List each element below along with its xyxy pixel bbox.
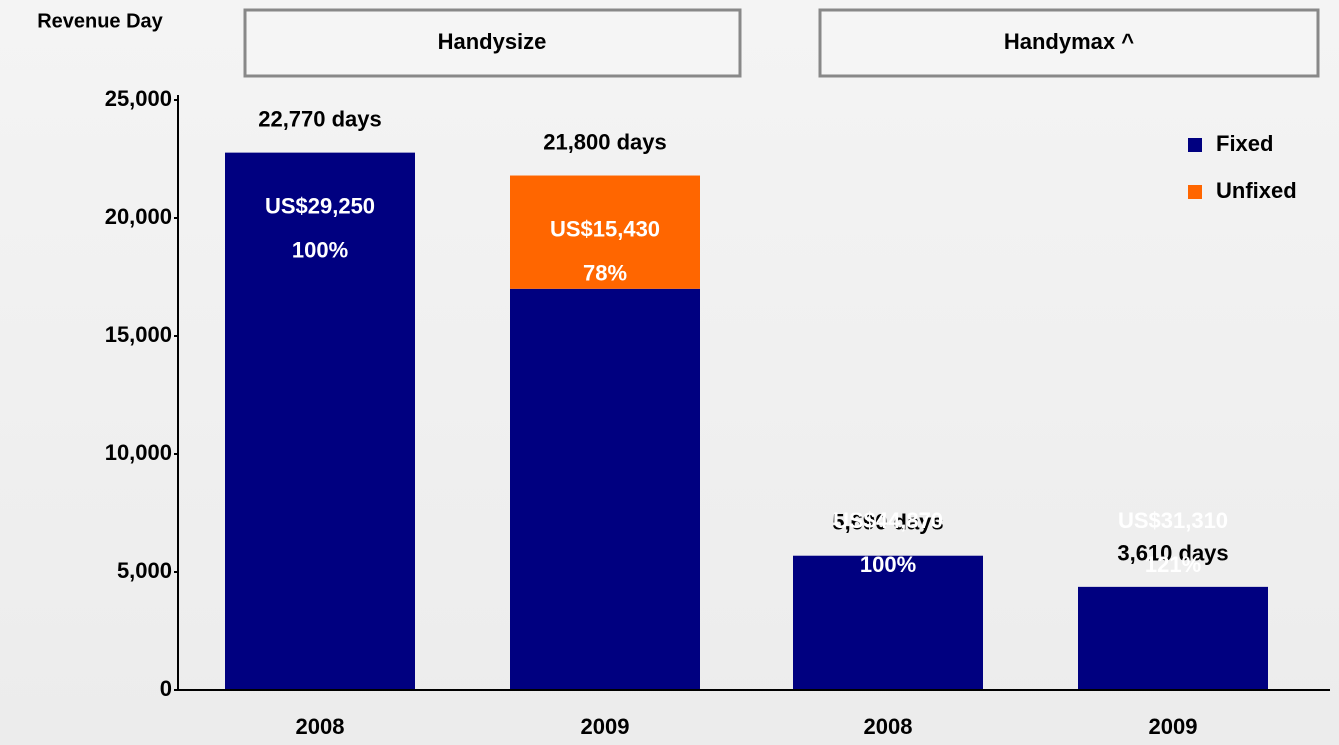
total-label: 22,770 days [258,106,382,131]
legend-label: Fixed [1216,131,1273,156]
rate-label: US$15,430 [550,216,660,241]
total-label: 21,800 days [543,129,667,154]
bar-segment [510,288,700,690]
y-tick-label: 0 [160,676,172,701]
legend-swatch [1188,138,1202,152]
legend-swatch [1188,185,1202,199]
x-tick-label: 2009 [581,714,630,739]
group-box [243,8,742,78]
x-tick-label: 2008 [864,714,913,739]
group-box [818,8,1320,78]
y-tick-label: 10,000 [105,440,172,465]
group-label: Handysize [438,29,547,54]
legend-label: Unfixed [1216,178,1297,203]
total-label: 5,690 days [832,510,943,535]
pct-label: 121% [1145,552,1201,577]
bar-segment [225,152,415,691]
rate-label: US$31,310 [1118,508,1228,533]
bar-segment [793,555,983,690]
y-axis-label: Revenue Day [37,10,163,32]
bar-segment [1078,586,1268,690]
rate-label: US$29,250 [265,193,375,218]
y-tick-label: 20,000 [105,204,172,229]
y-tick-label: 15,000 [105,322,172,347]
bar-segment [510,175,700,289]
pct-label: 78% [583,260,627,285]
group-label: Handymax ^ [1004,29,1134,54]
x-tick-label: 2008 [296,714,345,739]
x-tick-label: 2009 [1149,714,1198,739]
pct-label: 100% [860,552,916,577]
pct-label: 100% [292,237,348,262]
rate-label: US$44,870 [833,508,943,533]
y-tick-label: 5,000 [117,558,172,583]
total-label: 3,610 days [1117,541,1228,566]
y-tick-label: 25,000 [105,86,172,111]
